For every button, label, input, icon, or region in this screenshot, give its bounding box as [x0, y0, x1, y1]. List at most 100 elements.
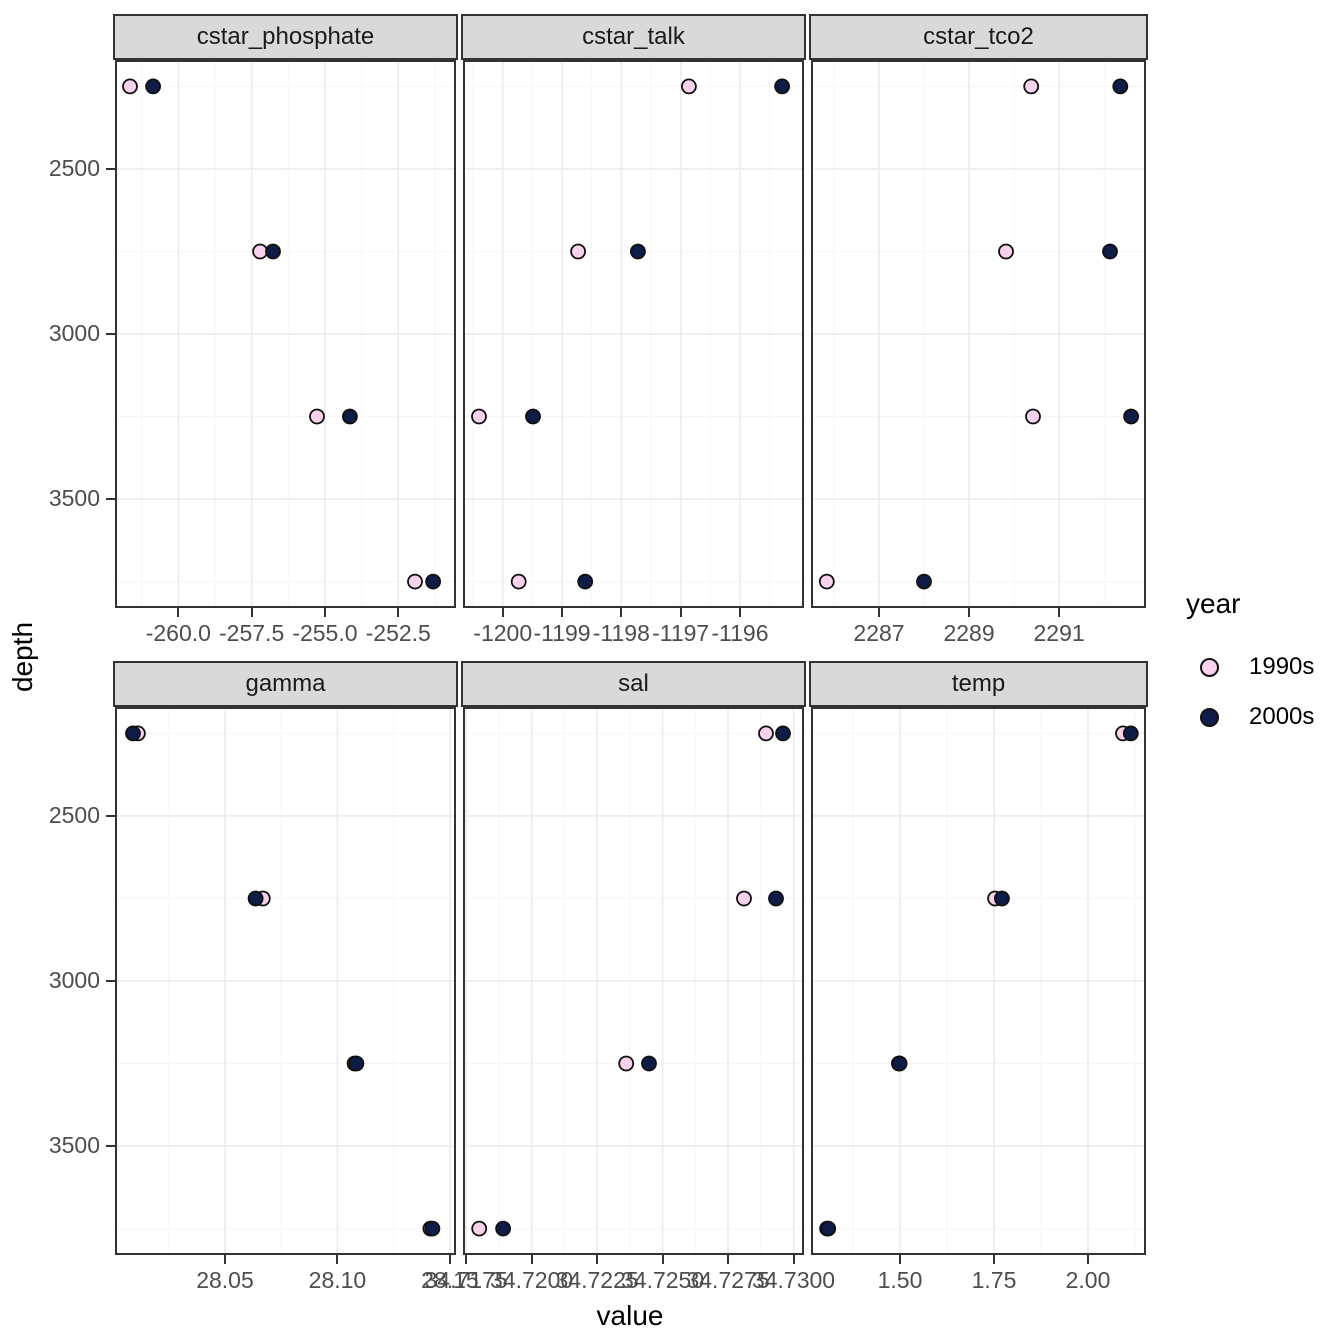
facet-panel-sal [463, 707, 804, 1255]
x-tick-label: 2.00 [1065, 1267, 1111, 1293]
facet-panel-cstar_tco2 [811, 60, 1146, 608]
data-point-sal-1990s-3750 [471, 1220, 488, 1237]
data-point-cstar_talk-1990s-2750 [570, 243, 586, 260]
x-tick-label: 34.7275 [686, 1267, 770, 1293]
legend-item-2000s: 2000s [1186, 692, 1336, 742]
facet-strip-gamma: gamma [113, 661, 458, 707]
y-tick-mark [106, 980, 115, 982]
x-tick-label: 34.7300 [751, 1267, 836, 1293]
x-tick-label: 1.75 [971, 1267, 1017, 1293]
legend-item-1990s: 1990s [1186, 642, 1336, 692]
x-tick-mark [877, 608, 880, 617]
data-point-cstar_tco2-2000s-2250 [1112, 78, 1129, 95]
x-tick-mark [898, 1255, 901, 1264]
x-tick-mark [177, 608, 180, 617]
data-point-gamma-2000s-3250 [348, 1055, 365, 1072]
data-point-cstar_talk-2000s-2750 [629, 243, 646, 260]
x-tick-mark [679, 608, 682, 617]
x-tick-mark [792, 1255, 795, 1264]
y-tick-label: 3000 [48, 967, 100, 993]
x-tick-mark [727, 1255, 730, 1264]
data-point-gamma-2000s-2750 [247, 890, 264, 907]
data-point-cstar_tco2-1990s-2750 [998, 243, 1014, 260]
y-tick-mark [106, 814, 115, 817]
data-point-cstar_phosphate-1990s-3250 [309, 408, 325, 425]
x-tick-mark [397, 608, 400, 617]
data-point-cstar_talk-1990s-2250 [680, 78, 697, 95]
x-tick-mark [465, 1255, 468, 1264]
facet-panel-temp [811, 707, 1146, 1255]
data-point-cstar_tco2-2000s-3750 [916, 573, 932, 590]
data-point-sal-2000s-2250 [775, 725, 791, 742]
facet-strip-sal: sal [461, 661, 806, 707]
data-point-cstar_tco2-2000s-2750 [1102, 243, 1118, 260]
y-tick-label: 2500 [48, 154, 100, 181]
x-tick-label: 2287 [853, 620, 905, 646]
x-tick-label: -260.0 [145, 620, 211, 646]
x-tick-label: -252.5 [365, 620, 431, 646]
data-point-cstar_phosphate-2000s-2250 [145, 78, 161, 95]
data-point-gamma-2000s-3750 [424, 1220, 441, 1237]
data-point-cstar_talk-2000s-2250 [774, 78, 791, 95]
x-tick-label: -1198 [592, 620, 650, 646]
legend-item-label: 2000s [1249, 703, 1315, 730]
x-tick-label: 34.7250 [620, 1267, 705, 1293]
x-tick-label: -1196 [711, 620, 769, 646]
x-tick-mark [323, 608, 326, 617]
y-tick-label: 3500 [48, 485, 100, 512]
legend-title: year [1186, 588, 1241, 619]
data-point-cstar_talk-2000s-3250 [525, 408, 541, 425]
data-point-cstar_talk-2000s-3750 [577, 573, 594, 590]
x-tick-label: 2289 [943, 620, 995, 646]
y-tick-mark [106, 498, 115, 501]
data-point-cstar_phosphate-1990s-2750 [252, 243, 269, 260]
x-tick-label: 2291 [1033, 620, 1085, 646]
data-point-cstar_phosphate-2000s-3750 [425, 573, 442, 590]
x-tick-label: -1199 [533, 620, 591, 646]
data-point-cstar_phosphate-1990s-3750 [407, 573, 423, 590]
facet-panel-cstar_phosphate [115, 60, 456, 608]
facet-strip-temp: temp [809, 661, 1148, 707]
facet-strip-cstar_tco2: cstar_tco2 [809, 14, 1148, 60]
y-axis-title: depth [7, 621, 38, 693]
x-tick-label: 28.15 [421, 1267, 479, 1293]
data-point-cstar_tco2-1990s-2250 [1023, 78, 1040, 95]
x-tick-mark [1086, 1255, 1089, 1264]
x-tick-label: -255.0 [292, 620, 358, 646]
facet-panel-gamma [115, 707, 456, 1255]
data-point-cstar_phosphate-1990s-2250 [122, 78, 138, 95]
legend-key-circle-1990s [1200, 657, 1219, 677]
x-tick-mark [968, 608, 971, 617]
x-tick-mark [250, 608, 253, 617]
data-point-cstar_tco2-1990s-3250 [1025, 408, 1041, 425]
legend-item-label: 1990s [1249, 653, 1315, 680]
x-tick-label: 28.05 [196, 1267, 254, 1293]
facet-panel-cstar_talk [463, 60, 804, 608]
data-point-cstar_tco2-1990s-3750 [818, 573, 835, 590]
y-tick-mark [106, 333, 115, 335]
x-tick-mark [661, 1255, 664, 1264]
data-point-sal-1990s-2250 [758, 725, 774, 742]
x-tick-label: 34.7225 [555, 1267, 639, 1293]
data-point-sal-2000s-3750 [495, 1220, 511, 1237]
legend: year 1990s 2000s [1186, 588, 1336, 742]
data-point-temp-2000s-2750 [993, 890, 1010, 907]
data-point-cstar_tco2-2000s-3250 [1123, 408, 1140, 425]
data-point-temp-2000s-3250 [891, 1055, 908, 1072]
data-point-gamma-2000s-2250 [125, 725, 141, 742]
data-point-temp-2000s-2250 [1122, 725, 1139, 742]
facet-strip-cstar_talk: cstar_talk [461, 14, 806, 60]
y-tick-mark [106, 1145, 115, 1148]
x-axis-title: value [596, 1300, 664, 1331]
x-tick-mark [620, 608, 623, 617]
x-tick-label: 28.10 [308, 1267, 367, 1293]
data-point-sal-2000s-2750 [768, 890, 784, 907]
data-point-cstar_talk-1990s-3250 [471, 408, 487, 425]
x-tick-label: 1.50 [877, 1267, 923, 1293]
y-tick-label: 2500 [48, 801, 100, 828]
x-tick-mark [1058, 608, 1061, 617]
data-point-sal-1990s-2750 [736, 890, 752, 907]
data-point-sal-2000s-3250 [641, 1055, 657, 1072]
y-tick-mark [106, 167, 115, 170]
